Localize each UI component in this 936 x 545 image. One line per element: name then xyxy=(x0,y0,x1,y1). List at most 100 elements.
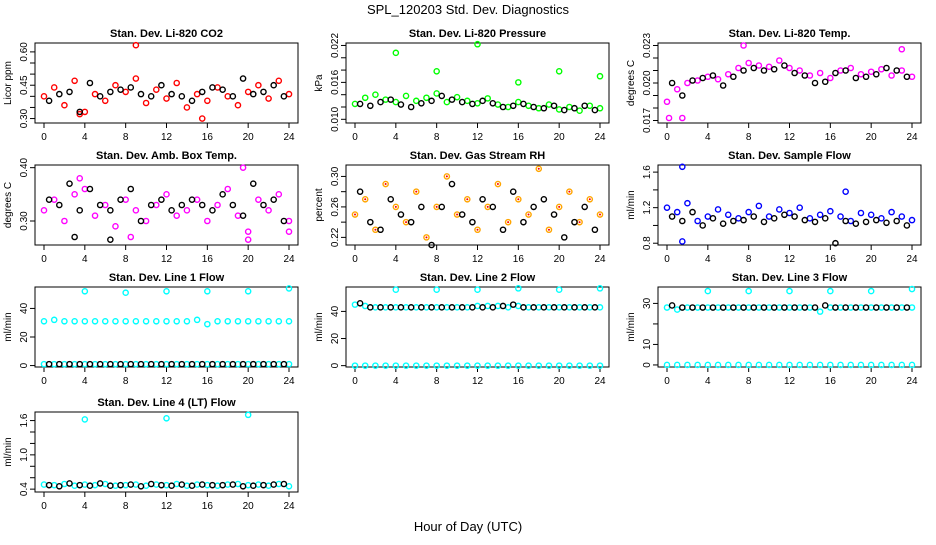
y-tick-label: 0.4 xyxy=(19,482,30,496)
x-tick-label: 12 xyxy=(161,501,173,512)
data-point xyxy=(679,304,686,311)
data-point xyxy=(270,481,277,488)
data-point-core xyxy=(599,213,601,216)
data-point xyxy=(806,361,814,369)
y-axis-label: ml/min xyxy=(626,190,637,219)
data-point xyxy=(724,211,732,219)
data-point xyxy=(581,203,588,211)
data-point xyxy=(837,361,844,369)
series-3 xyxy=(668,302,911,311)
data-point xyxy=(50,316,58,324)
data-point xyxy=(479,195,486,203)
x-tick-label: 12 xyxy=(472,132,484,143)
x-tick-label: 0 xyxy=(664,132,670,143)
data-point xyxy=(158,481,165,489)
x-tick-label: 4 xyxy=(82,132,88,143)
data-point xyxy=(689,77,696,84)
data-point xyxy=(689,304,696,311)
y-tick-label: 0.60 xyxy=(19,42,30,62)
data-point xyxy=(397,211,405,218)
data-point xyxy=(474,40,481,48)
y-tick-label: 0.30 xyxy=(330,166,341,186)
data-point xyxy=(509,301,517,308)
data-point xyxy=(91,317,99,325)
x-tick-label: 20 xyxy=(243,501,255,512)
data-point xyxy=(684,361,691,369)
data-point xyxy=(224,317,232,325)
data-point-core xyxy=(394,205,397,208)
data-point xyxy=(566,362,573,369)
data-point xyxy=(714,75,722,83)
series-2 xyxy=(45,75,288,116)
x-tick-label: 24 xyxy=(906,254,918,265)
data-point xyxy=(351,362,359,369)
data-point xyxy=(147,480,155,488)
data-point xyxy=(397,304,405,311)
data-point xyxy=(525,211,532,218)
series-2 xyxy=(356,180,599,249)
y-tick-label: 0.022 xyxy=(330,33,341,58)
data-point xyxy=(377,226,384,234)
data-point-core xyxy=(445,175,448,178)
data-point xyxy=(745,287,752,295)
data-point xyxy=(908,216,916,224)
panel-title: Stan. Dev. Line 1 Flow xyxy=(109,272,225,284)
data-point xyxy=(679,217,686,225)
data-point xyxy=(509,188,517,195)
data-point xyxy=(862,73,870,81)
x-tick-label: 8 xyxy=(746,376,752,387)
data-point xyxy=(515,362,522,369)
data-point xyxy=(127,84,135,91)
data-point xyxy=(392,203,400,211)
data-point xyxy=(560,106,568,114)
data-point xyxy=(265,317,272,325)
panel-title: Stan. Dev. Li-820 Temp. xyxy=(729,28,851,40)
data-point-core xyxy=(384,183,387,186)
data-point xyxy=(117,481,124,489)
data-point xyxy=(433,362,440,369)
panel-4: Stan. Dev. Amb. Box Temp. degrees C 0 4 8 12 1… xyxy=(3,150,299,265)
x-tick-label: 8 xyxy=(746,132,752,143)
data-point xyxy=(168,90,175,98)
data-point xyxy=(397,101,405,108)
data-point xyxy=(867,361,875,369)
x-tick-label: 24 xyxy=(283,376,295,387)
data-point xyxy=(714,206,722,213)
x-tick-label: 20 xyxy=(866,376,878,387)
data-point xyxy=(132,75,140,82)
data-point xyxy=(719,304,727,311)
data-point xyxy=(127,360,135,368)
data-point xyxy=(709,304,717,311)
data-point xyxy=(735,361,742,369)
data-point xyxy=(770,65,778,73)
data-point xyxy=(847,64,855,72)
data-point xyxy=(96,480,104,487)
data-point xyxy=(423,234,430,241)
y-tick-label: 10 xyxy=(642,338,653,350)
data-point xyxy=(591,304,599,311)
data-point xyxy=(244,88,252,96)
data-point xyxy=(832,239,839,247)
data-point xyxy=(781,304,788,311)
data-point xyxy=(209,207,216,214)
data-point xyxy=(453,93,461,101)
data-point xyxy=(265,95,272,102)
data-point xyxy=(178,201,186,209)
data-point xyxy=(581,304,588,311)
y-tick-label: 0.30 xyxy=(19,211,30,231)
data-point xyxy=(724,361,732,369)
x-tick-label: 20 xyxy=(554,376,566,387)
panel-title: Stan. Dev. Line 2 Flow xyxy=(420,272,536,284)
x-tick-label: 24 xyxy=(283,501,295,512)
data-point xyxy=(219,360,226,368)
data-point xyxy=(504,304,512,311)
data-point xyxy=(112,317,119,325)
data-point xyxy=(249,360,257,368)
x-tick-label: 20 xyxy=(243,376,255,387)
data-point xyxy=(183,317,191,325)
x-tick-label: 16 xyxy=(825,132,837,143)
data-point xyxy=(198,360,206,368)
data-point xyxy=(515,79,522,86)
data-point xyxy=(898,213,906,220)
data-point xyxy=(883,64,890,72)
